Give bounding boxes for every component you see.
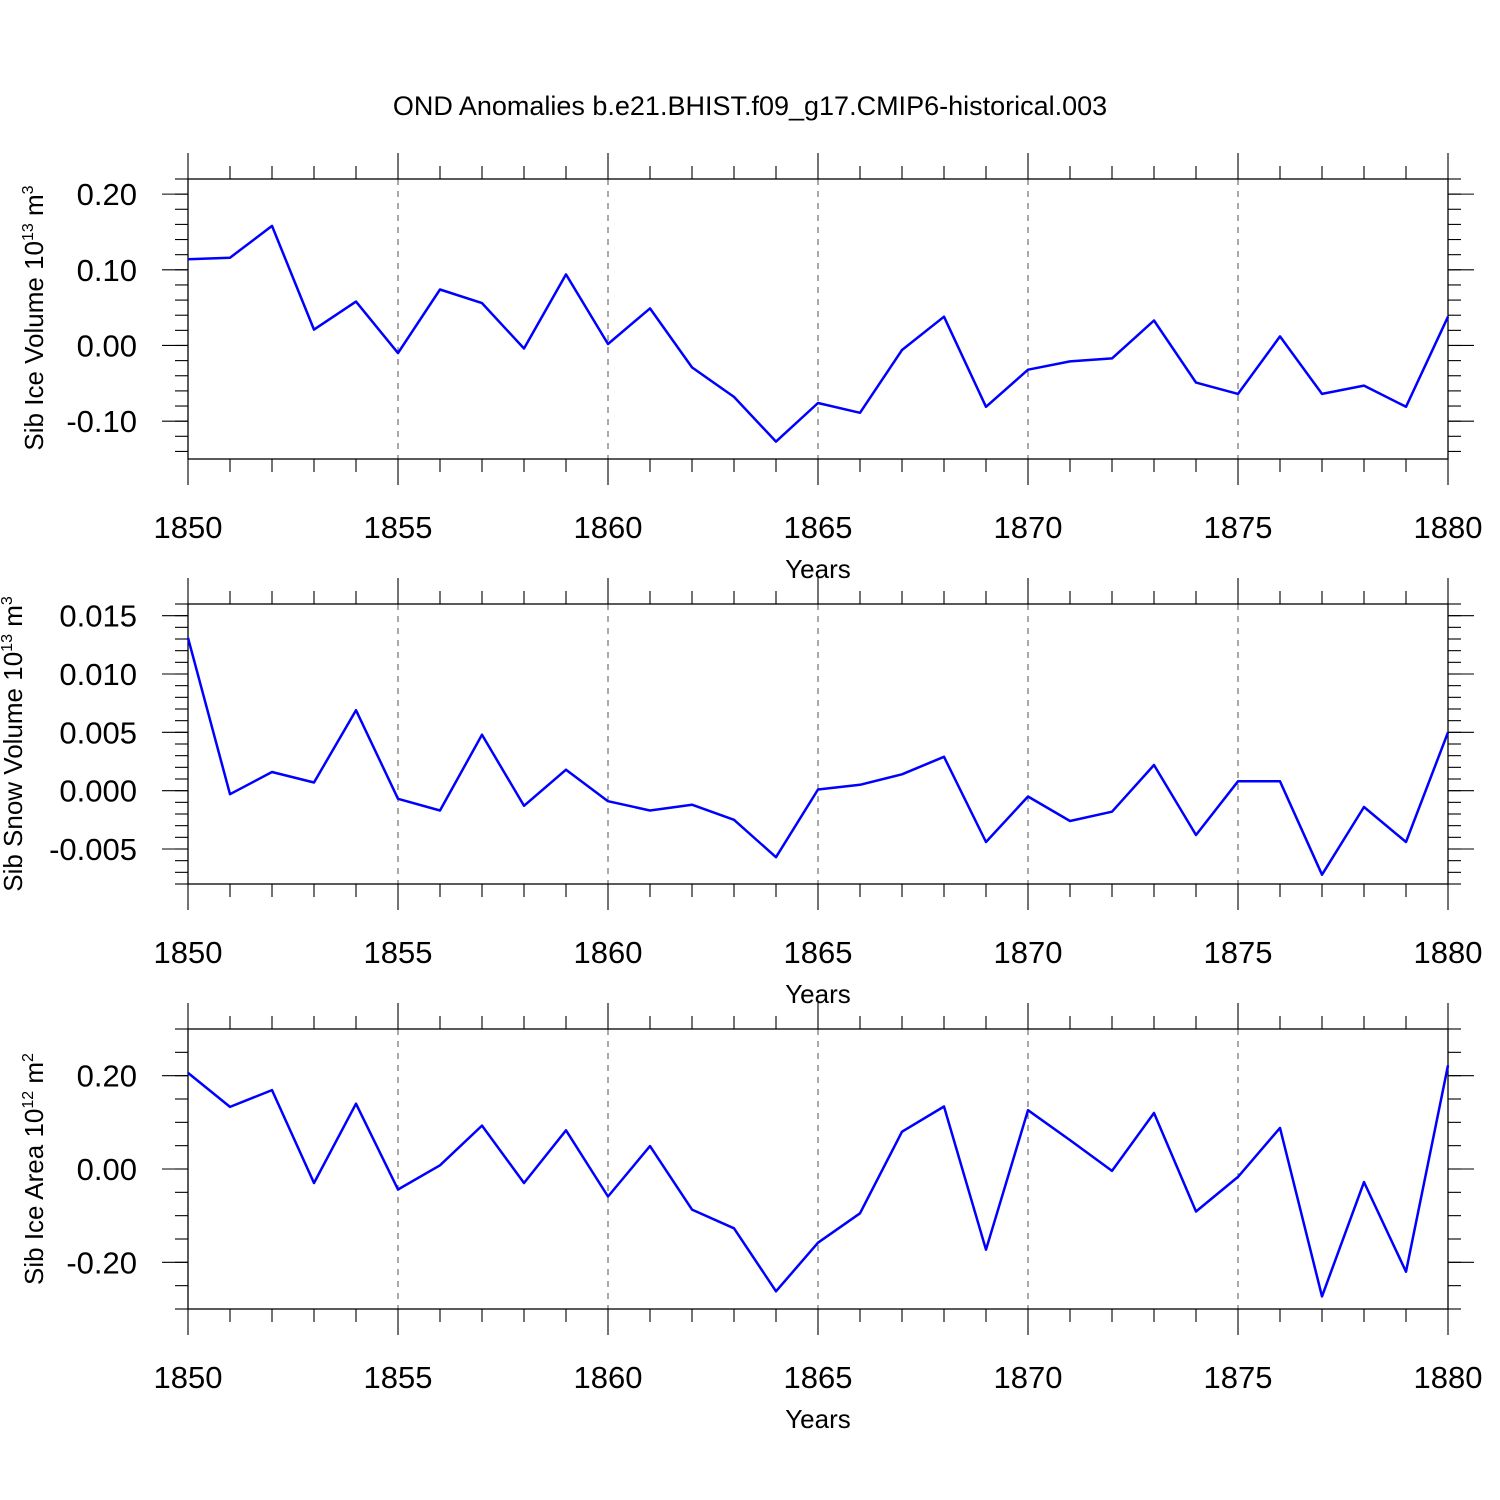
x-tick-label: 1855 — [364, 1360, 433, 1395]
y-tick-label: 0.00 — [77, 328, 137, 363]
panel-2: 1850 1855 1860 1865 1870 1875 1880Years0.0150.… — [0, 578, 1482, 1009]
x-tick-label: 1855 — [364, 935, 433, 970]
x-tick-label: 1870 — [994, 935, 1063, 970]
panel-1: 1850 1855 1860 1865 1870 1875 1880Years0.200.1… — [19, 153, 1482, 584]
x-tick-label: 1865 — [784, 935, 853, 970]
x-tick-label: 1875 — [1204, 1360, 1273, 1395]
y-tick-label: 0.015 — [59, 599, 137, 634]
x-tick-label: 1880 — [1414, 935, 1483, 970]
y-axis-title: Sib Ice Volume 1013 m3 — [19, 185, 49, 450]
x-tick-label: 1870 — [994, 1360, 1063, 1395]
x-tick-label: 1865 — [784, 510, 853, 545]
y-tick-label: -0.005 — [49, 832, 137, 867]
panel-3: 1850 1855 1860 1865 1870 1875 1880 Years 0.20 0.0… — [19, 1003, 1482, 1434]
x-tick-label: 1855 — [364, 510, 433, 545]
series-line — [186, 637, 1450, 876]
y-axis-title: Sib Ice Area 1012 m2 — [19, 1053, 49, 1285]
x-tick-label: 1880 — [1414, 510, 1483, 545]
y-tick-label: 0.10 — [77, 253, 137, 288]
x-tick-label: 1860 — [574, 1360, 643, 1395]
y-tick-label: 0.00 — [77, 1152, 137, 1187]
x-tick-label: 1875 — [1204, 510, 1273, 545]
x-tick-label: 1865 — [784, 1360, 853, 1395]
x-tick-label: 1850 — [154, 935, 223, 970]
series-line — [187, 1065, 1450, 1298]
y-tick-label: 0.010 — [59, 657, 137, 692]
x-tick-label: 1860 — [574, 935, 643, 970]
y-tick-label: 0.005 — [59, 715, 137, 750]
chart-title: OND Anomalies b.e21.BHIST.f09_g17.CMIP6-… — [393, 91, 1107, 121]
x-tick-label: 1860 — [574, 510, 643, 545]
y-axis-title: Sib Snow Volume 1013 m3 — [0, 596, 28, 892]
x-tick-label: 1850 — [154, 1360, 223, 1395]
y-tick-label: -0.10 — [66, 404, 137, 439]
x-tick-label: 1850 — [154, 510, 223, 545]
x-tick-label: 1870 — [994, 510, 1063, 545]
x-tick-label: 1880 — [1414, 1360, 1483, 1395]
y-tick-label: 0.000 — [59, 774, 137, 809]
x-axis-title: Years — [785, 1404, 851, 1434]
y-tick-label: 0.20 — [77, 177, 137, 212]
y-tick-label: -0.20 — [66, 1245, 137, 1280]
y-tick-label: 0.20 — [77, 1059, 137, 1094]
x-tick-label: 1875 — [1204, 935, 1273, 970]
